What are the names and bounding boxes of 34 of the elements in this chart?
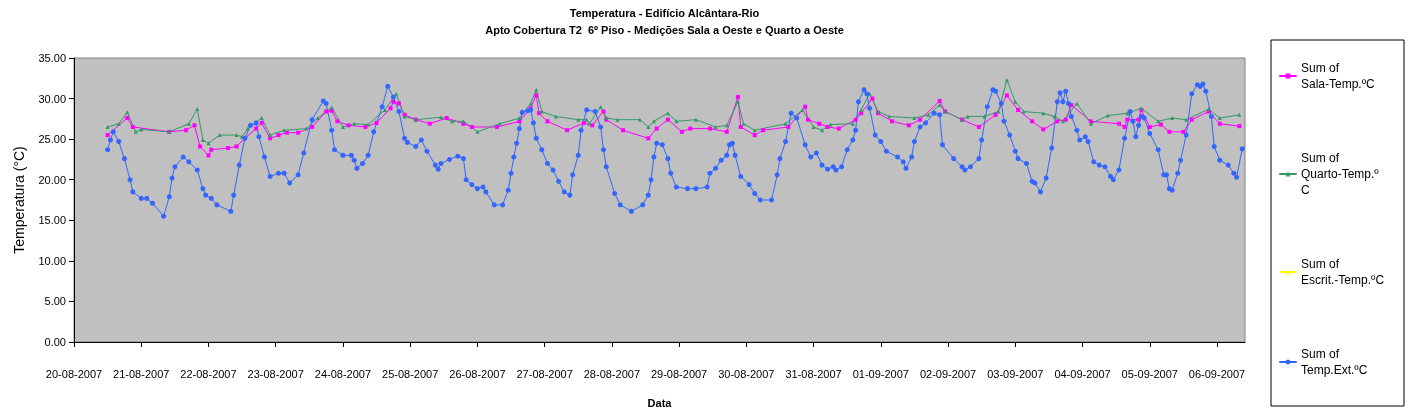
y-tick-label: 30.00 [38,92,66,105]
x-tick-label: 26-08-2007 [449,367,506,380]
y-tick-label: 25.00 [38,133,66,146]
x-tick-label: 03-09-2007 [987,367,1044,380]
chart-title: Temperatura - Edifício Alcântara-Rio [569,6,760,19]
y-tick-label: 15.00 [38,214,66,227]
x-tick-label: 31-08-2007 [785,367,842,380]
y-tick-label: 5.00 [44,295,66,308]
legend-label: Sum of Sala-Temp.ºC [1301,61,1376,91]
x-tick-label: 21-08-2007 [113,367,170,380]
x-tick-label: 20-08-2007 [45,367,103,380]
x-tick-label: 27-08-2007 [516,367,573,380]
y-tick-label: 10.00 [38,254,66,267]
x-tick-label: 05-09-2007 [1121,367,1178,380]
x-tick-label: 02-09-2007 [919,367,977,380]
x-tick-label: 23-08-2007 [247,367,304,380]
y-tick-label: 0.00 [44,336,66,348]
x-tick-label: 28-08-2007 [583,367,641,380]
x-tick-label: 01-09-2007 [852,367,909,380]
chart-subtitle: Apto Cobertura T2 6º Piso - Medições Sala a Oeste e Quarto a Oeste [485,23,844,36]
legend-label: Sum of Temp.Ext.ºC [1301,347,1368,377]
x-tick-label: 25-08-2007 [382,367,439,380]
legend-label: Sum of Escrit.-Temp.ºC [1301,257,1385,287]
y-tick-label: 35.00 [38,52,66,64]
legend-label: Sum of Quarto-Temp.ºC [1301,151,1380,197]
x-tick-label: 06-09-2007 [1188,367,1246,380]
x-tick-label: 29-08-2007 [650,367,708,380]
y-tick-label: 20.00 [38,173,66,186]
x-tick-label: 22-08-2007 [180,367,237,380]
x-axis-title: Data [647,396,673,409]
x-tick-label: 04-09-2007 [1054,367,1111,380]
x-tick-label: 24-08-2007 [314,367,372,380]
x-tick-label: 30-08-2007 [718,367,775,380]
y-axis-title: Temperatura (°C) [11,146,27,254]
